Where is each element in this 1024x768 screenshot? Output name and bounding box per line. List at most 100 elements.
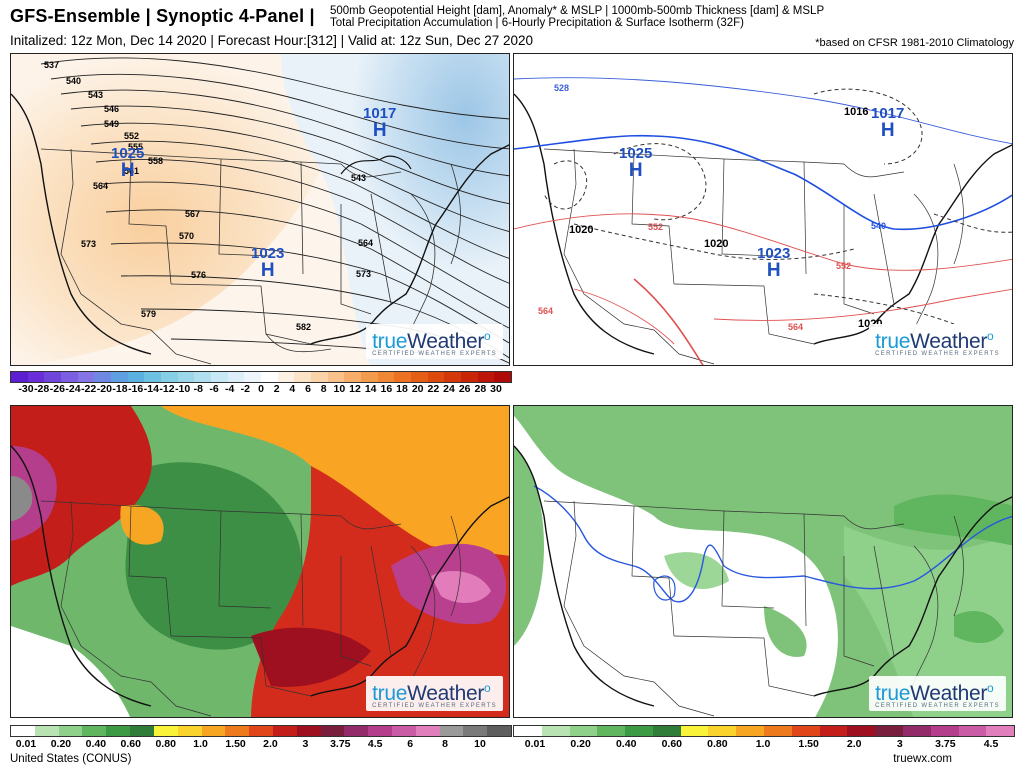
- colorbar-label: -18: [112, 383, 128, 395]
- anomaly-colorbar-labels: -30 -28 -26 -24 -22 -20 -18 -16 -14 -12 -10 -8 -6 -4-…: [10, 383, 510, 397]
- colorbar-label: 0.80: [155, 738, 176, 750]
- total-precip-colorbar-labels: 0.01 0.20 0.40 0.60 0.80 1.0 1.50 2.0 3 3.75 4.5 6 8…: [10, 738, 510, 752]
- thickness-label: 564: [538, 306, 554, 316]
- colorbar-swatch: [652, 726, 681, 736]
- colorbar-swatch: [130, 726, 154, 736]
- thickness-label: 552: [836, 261, 852, 271]
- colorbar-label: -22: [81, 383, 97, 395]
- height-label: 573: [356, 269, 372, 279]
- colorbar-swatch: [411, 372, 428, 382]
- colorbar-label: 28: [474, 383, 487, 395]
- colorbar-label: 3: [896, 738, 903, 750]
- colorbar-swatch: [177, 726, 202, 736]
- height-label: 546: [104, 104, 120, 114]
- colorbar-label: -8: [193, 383, 203, 395]
- colorbar-swatch: [211, 372, 228, 382]
- colorbar-swatch: [791, 726, 820, 736]
- colorbar-label: -26: [49, 383, 65, 395]
- colorbar-swatch: [227, 372, 245, 382]
- colorbar-swatch: [94, 372, 112, 382]
- colorbar-label: 22: [427, 383, 440, 395]
- site-label: truewx.com: [893, 753, 952, 765]
- thickness-label: 552: [648, 222, 664, 232]
- trueweather-logo: trueWeathero CERTIFIED WEATHER EXPERTS: [366, 676, 503, 711]
- colorbar-swatch: [82, 726, 107, 736]
- colorbar-swatch: [958, 726, 987, 736]
- colorbar-swatch: [225, 726, 250, 736]
- isobar-label: 1020: [704, 238, 729, 250]
- colorbar-swatch: [368, 726, 392, 736]
- high-pressure-center: 1017 H: [871, 105, 905, 141]
- colorbar-label: 2: [273, 383, 280, 395]
- colorbar-label: 16: [380, 383, 393, 395]
- colorbar-swatch: [541, 726, 570, 736]
- colorbar-swatch: [44, 372, 62, 382]
- colorbar-swatch: [415, 726, 440, 736]
- colorbar-label: 0.60: [120, 738, 141, 750]
- height-label: 567: [185, 209, 201, 219]
- colorbar-swatch: [986, 726, 1015, 736]
- colorbar-label: 26: [458, 383, 471, 395]
- colorbar-label: 1.50: [798, 738, 819, 750]
- total-precip-colorbar: [10, 725, 512, 737]
- colorbar-label: 6: [305, 383, 311, 395]
- colorbar-swatch: [902, 726, 931, 736]
- colorbar-label: 1.0: [193, 738, 208, 750]
- height-label: 543: [88, 90, 104, 100]
- colorbar-swatch: [439, 726, 464, 736]
- colorbar-label: -10: [175, 383, 191, 395]
- sixhr-precip-colorbar: [513, 725, 1015, 737]
- colorbar-label: -6: [209, 383, 219, 395]
- anomaly-map: [11, 54, 509, 365]
- colorbar-swatch: [625, 726, 653, 736]
- height-label: 570: [179, 231, 195, 241]
- colorbar-label: -12: [159, 383, 175, 395]
- colorbar-label: 4.5: [983, 738, 999, 750]
- colorbar-label: 14: [364, 383, 377, 395]
- colorbar-label: 10: [333, 383, 346, 395]
- height-label: 573: [81, 239, 97, 249]
- colorbar-label: 10: [474, 738, 486, 750]
- high-pressure-center: 1025 H: [619, 145, 653, 181]
- colorbar-swatch: [201, 726, 226, 736]
- colorbar-swatch: [144, 372, 162, 382]
- colorbar-swatch: [875, 726, 903, 736]
- colorbar-label: 4: [289, 383, 296, 395]
- colorbar-label: 6: [407, 738, 414, 750]
- colorbar-swatch: [11, 372, 28, 382]
- colorbar-label: 8: [320, 383, 327, 395]
- colorbar-label: 0.40: [615, 738, 637, 750]
- colorbar-swatch: [249, 726, 273, 736]
- colorbar-swatch: [344, 726, 369, 736]
- sixhr-precip-map: [514, 406, 1012, 717]
- trueweather-logo: trueWeathero CERTIFIED WEATHER EXPERTS: [869, 324, 1006, 359]
- colorbar-swatch: [294, 372, 312, 382]
- colorbar-label: 3.75: [935, 738, 956, 750]
- trueweather-logo: trueWeathero CERTIFIED WEATHER EXPERTS: [869, 676, 1006, 711]
- colorbar-swatch: [11, 726, 35, 736]
- colorbar-label: 4.5: [367, 738, 383, 750]
- colorbar-swatch: [708, 726, 737, 736]
- colorbar-label: -16: [128, 383, 144, 395]
- trueweather-logo: trueWeathero CERTIFIED WEATHER EXPERTS: [366, 324, 503, 359]
- colorbar-label: 3: [302, 738, 309, 750]
- colorbar-swatch: [61, 372, 78, 382]
- panel-6hr-precipitation: trueWeathero CERTIFIED WEATHER EXPERTS: [513, 405, 1013, 718]
- colorbar-label: 20: [411, 383, 424, 395]
- height-label: 549: [104, 119, 120, 129]
- colorbar-swatch: [311, 372, 328, 382]
- colorbar-label: -24: [65, 383, 81, 395]
- height-label: 564: [93, 181, 109, 191]
- total-precip-map: [11, 406, 509, 717]
- colorbar-label: 1.0: [755, 738, 771, 750]
- height-label: 543: [351, 173, 367, 183]
- panel-total-precipitation: trueWeathero CERTIFIED WEATHER EXPERTS: [10, 405, 510, 718]
- colorbar-swatch: [930, 726, 959, 736]
- height-label: 582: [296, 322, 312, 332]
- anomaly-colorbar: [10, 371, 512, 383]
- colorbar-label: 30: [490, 383, 502, 395]
- thickness-label: 564: [788, 322, 804, 332]
- colorbar-label: 0.80: [707, 738, 728, 750]
- isobar-label: 1016: [844, 106, 869, 118]
- thickness-map: [514, 54, 1012, 365]
